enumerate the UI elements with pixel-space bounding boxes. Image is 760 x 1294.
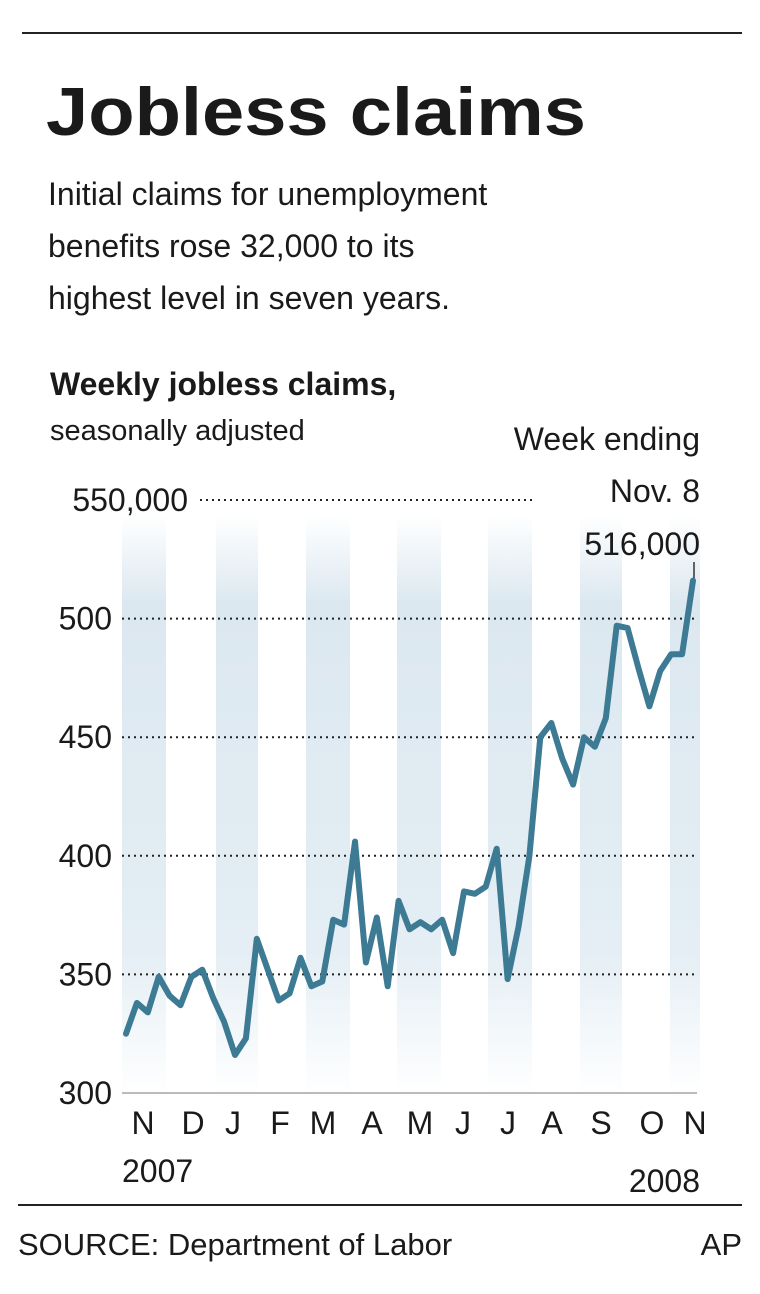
y-tick-label: 500 <box>59 601 112 637</box>
x-tick-label: S <box>590 1105 611 1141</box>
x-tick-label: F <box>270 1105 290 1141</box>
x-tick-label: N <box>683 1105 706 1141</box>
x-tick-label: M <box>407 1105 434 1141</box>
subtitle: highest level in seven years. <box>48 280 450 316</box>
y-tick-label: 350 <box>59 956 112 992</box>
subtitle: Initial claims for unemployment <box>48 176 487 212</box>
y-tick-label: 450 <box>59 719 112 755</box>
source: SOURCE: Department of Labor <box>18 1227 452 1262</box>
y-axis-title: Weekly jobless claims, <box>50 366 396 402</box>
y-tick-label: 300 <box>59 1075 112 1111</box>
y-tick-label: 550,000 <box>72 482 188 518</box>
data-label: 516,000 <box>584 526 700 562</box>
x-tick-label: J <box>455 1105 471 1141</box>
annotation: Week ending <box>514 421 700 457</box>
line <box>123 577 696 1058</box>
x-tick-label: J <box>225 1105 241 1141</box>
x-tick-label: D <box>181 1105 204 1141</box>
year-label: 2008 <box>629 1163 700 1199</box>
x-tick-label: O <box>640 1105 665 1141</box>
credit: AP <box>701 1227 742 1262</box>
x-tick-label: A <box>541 1105 563 1141</box>
x-tick-label: N <box>131 1105 154 1141</box>
subtitle: benefits rose 32,000 to its <box>48 228 414 264</box>
chart-title: Jobless claims <box>46 74 586 150</box>
y-tick-label: 400 <box>59 838 112 874</box>
annotation: Nov. 8 <box>610 473 700 509</box>
x-tick-label: M <box>310 1105 337 1141</box>
x-tick-label: A <box>361 1105 383 1141</box>
y-axis-note: seasonally adjusted <box>50 415 305 447</box>
year-label: 2007 <box>122 1153 193 1189</box>
month-bands <box>122 515 700 1095</box>
x-tick-label: J <box>500 1105 516 1141</box>
